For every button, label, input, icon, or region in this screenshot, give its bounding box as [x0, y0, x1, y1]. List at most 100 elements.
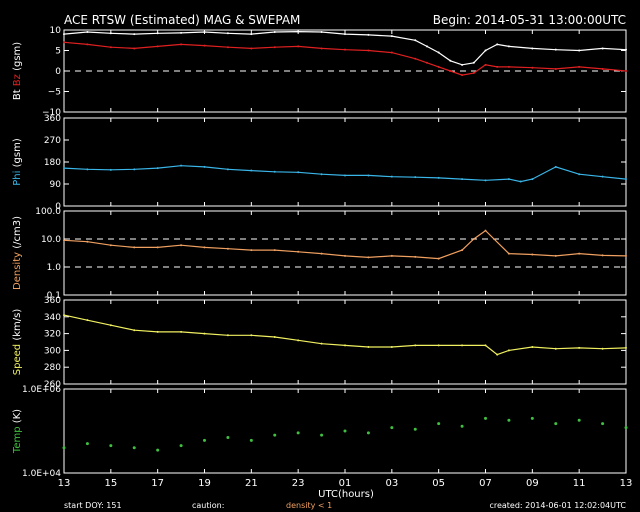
point-speed-0-6 — [203, 332, 206, 335]
series-speed-0 — [63, 314, 627, 356]
ytick-label-phi-3: 270 — [44, 136, 61, 146]
point-speed-0-2 — [109, 324, 112, 327]
panel-temp: 1.0E+04 1.0E+06 Temp (K) — [12, 385, 628, 479]
xtick-label-9: 07 — [479, 478, 492, 489]
point-speed-0-20 — [507, 349, 510, 352]
point-density-0-12 — [344, 254, 346, 257]
point-density-0-17 — [461, 249, 464, 252]
point-speed-0-17 — [461, 344, 464, 347]
chart-title: ACE RTSW (Estimated) MAG & SWEPAM — [64, 13, 300, 27]
ytick-label-phi-1: 90 — [50, 180, 62, 190]
ytick-label-mag-0: −10 — [42, 108, 61, 118]
point-density-0-21 — [531, 253, 534, 256]
point-temp-5 — [179, 444, 183, 448]
caution-label: caution: — [192, 501, 224, 510]
point-phi-0-22 — [554, 165, 557, 168]
panel-mag: −10 −5 0 5 10 Bt Bz (gsm) — [12, 26, 627, 118]
point-mag-0-28 — [625, 48, 627, 51]
point-mag-0-11 — [320, 31, 323, 34]
point-speed-0-14 — [390, 346, 393, 349]
panel-frame-speed — [63, 299, 627, 385]
point-mag-1-2 — [109, 46, 112, 49]
ylabel-part-density-1: (/cm3) — [12, 216, 23, 252]
point-mag-0-3 — [133, 33, 136, 36]
point-phi-0-3 — [133, 168, 136, 171]
xtick-label-7: 03 — [385, 478, 398, 489]
point-mag-1-16 — [425, 61, 428, 64]
ylabel-part-phi-1: (gsm) — [12, 138, 23, 170]
point-mag-1-23 — [507, 65, 510, 68]
point-speed-0-11 — [320, 342, 323, 345]
point-phi-0-24 — [601, 175, 604, 178]
ytick-label-mag-1: −5 — [48, 88, 61, 98]
point-mag-0-20 — [472, 61, 475, 64]
point-phi-0-2 — [109, 168, 112, 171]
panel-speed: 260 280 300 320 340 360 Speed (km/s) — [12, 296, 627, 390]
ytick-label-density-0: 0.1 — [47, 291, 61, 301]
point-temp-17 — [460, 424, 464, 428]
ylabel-speed: Speed (km/s) — [12, 309, 23, 376]
ylabel-part-phi-0: Phi — [12, 171, 23, 186]
point-density-0-4 — [156, 246, 159, 249]
series-mag-1 — [63, 41, 627, 77]
point-density-0-7 — [226, 247, 229, 250]
point-speed-0-7 — [226, 334, 229, 337]
point-mag-1-3 — [133, 47, 136, 50]
point-speed-0-18 — [484, 344, 487, 347]
point-temp-9 — [273, 433, 277, 437]
panel-frame-density — [63, 210, 627, 296]
point-mag-1-0 — [63, 41, 65, 44]
line-mag-0 — [63, 30, 627, 66]
point-density-0-14 — [390, 254, 393, 257]
ytick-label-density-2: 10.0 — [41, 235, 61, 245]
point-temp-23 — [601, 422, 605, 426]
point-mag-1-14 — [390, 51, 393, 54]
ylabel-part-mag-0: Bt — [12, 89, 23, 100]
point-density-0-22 — [554, 254, 557, 257]
point-temp-10 — [296, 431, 300, 435]
point-temp-18 — [484, 416, 487, 420]
point-mag-1-1 — [86, 43, 89, 46]
point-temp-6 — [203, 438, 206, 442]
ylabel-part-speed-1: (km/s) — [12, 309, 23, 344]
point-phi-0-10 — [297, 171, 300, 174]
ytick-label-mag-3: 5 — [55, 47, 61, 57]
point-mag-0-26 — [578, 49, 581, 52]
start-doy: start DOY: 151 — [64, 501, 122, 510]
point-phi-0-20 — [519, 180, 522, 183]
point-mag-1-10 — [297, 45, 300, 48]
point-mag-1-8 — [250, 47, 253, 50]
point-speed-0-21 — [531, 346, 534, 349]
xtick-label-6: 01 — [339, 478, 352, 489]
point-temp-1 — [85, 442, 89, 446]
point-mag-1-9 — [273, 46, 276, 49]
point-density-0-19 — [484, 229, 487, 232]
ytick-label-density-1: 1.0 — [47, 263, 62, 273]
point-phi-0-8 — [250, 169, 253, 172]
ytick-label-speed-3: 320 — [44, 330, 61, 340]
point-mag-1-7 — [226, 46, 229, 49]
point-mag-1-18 — [449, 70, 452, 72]
point-phi-0-19 — [507, 178, 510, 181]
point-density-0-24 — [601, 254, 604, 257]
point-phi-0-18 — [484, 179, 487, 182]
xtick-label-5: 23 — [292, 478, 305, 489]
ylabel-part-mag-2: (gsm) — [12, 42, 23, 74]
point-mag-1-5 — [180, 43, 183, 46]
point-mag-0-7 — [226, 32, 229, 35]
point-mag-1-17 — [437, 65, 440, 68]
point-speed-0-15 — [414, 344, 417, 347]
point-speed-0-3 — [133, 329, 136, 332]
point-mag-1-19 — [461, 74, 464, 77]
point-mag-1-12 — [344, 48, 346, 51]
point-mag-0-25 — [554, 48, 557, 51]
ytick-label-speed-2: 300 — [44, 346, 61, 356]
point-mag-0-27 — [601, 47, 604, 50]
point-mag-0-18 — [449, 59, 452, 62]
point-mag-1-22 — [496, 65, 499, 68]
xtick-label-2: 17 — [151, 478, 164, 489]
series-mag-0 — [63, 30, 627, 66]
ytick-label-temp-0: 1.0E+04 — [22, 469, 61, 479]
panels: −10 −5 0 5 10 Bt Bz (gsm) 0 90 180 270 360 Phi (gsm… — [12, 26, 628, 479]
